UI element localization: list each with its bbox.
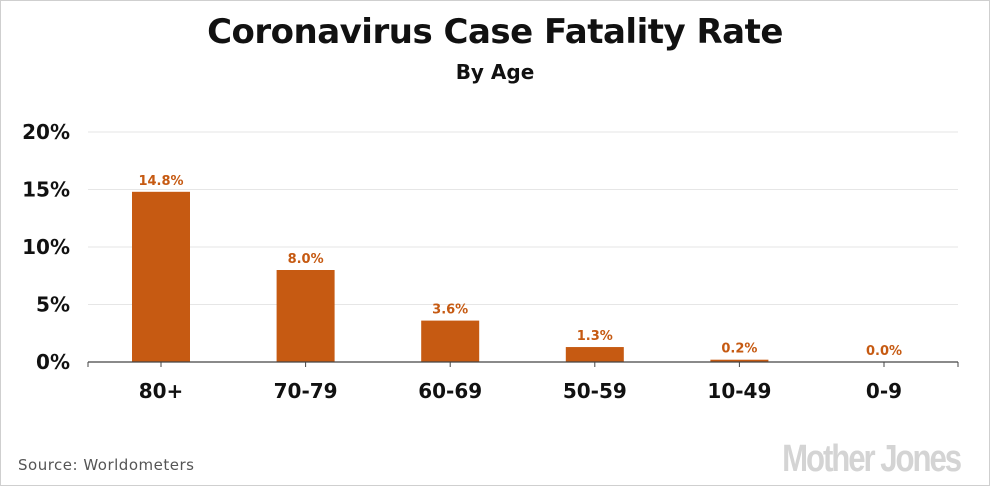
x-tick-label: 0-9: [866, 379, 902, 403]
y-tick-label: 10%: [22, 235, 70, 259]
chart-subtitle: By Age: [455, 60, 535, 84]
x-tick-label: 10-49: [707, 379, 771, 403]
bar: [710, 359, 769, 362]
data-label: 3.6%: [432, 303, 468, 318]
data-label: 0.0%: [866, 344, 902, 359]
y-tick-label: 5%: [36, 293, 70, 317]
data-labels: 14.8% 8.0% 3.6% 1.3% 0.2% 0.0%: [138, 174, 902, 359]
y-axis: 0% 5% 10% 15% 20%: [22, 120, 70, 374]
x-tick-label: 80+: [139, 379, 184, 403]
bar: [276, 270, 335, 362]
data-label: 0.2%: [721, 342, 757, 357]
bar: [132, 191, 190, 362]
bar: [421, 320, 480, 362]
bar: [565, 347, 624, 362]
source-note: Source: Worldometers: [18, 456, 195, 474]
x-tick-label: 60-69: [418, 379, 482, 403]
y-tick-label: 15%: [22, 178, 70, 202]
data-label: 8.0%: [288, 252, 324, 267]
gridlines: [88, 131, 958, 305]
mother-jones-logo: Mother Jones: [782, 438, 962, 480]
x-tick-label: 50-59: [563, 379, 627, 403]
data-label: 1.3%: [577, 329, 613, 344]
bars: [132, 191, 769, 362]
y-tick-label: 20%: [22, 120, 70, 144]
chart-title: Coronavirus Case Fatality Rate: [207, 12, 783, 52]
x-tick-label: 70-79: [274, 379, 338, 403]
data-label: 14.8%: [138, 174, 183, 189]
x-axis: 80+ 70-79 60-69 50-59 10-49 0-9: [87, 361, 959, 403]
y-tick-label: 0%: [36, 350, 70, 374]
